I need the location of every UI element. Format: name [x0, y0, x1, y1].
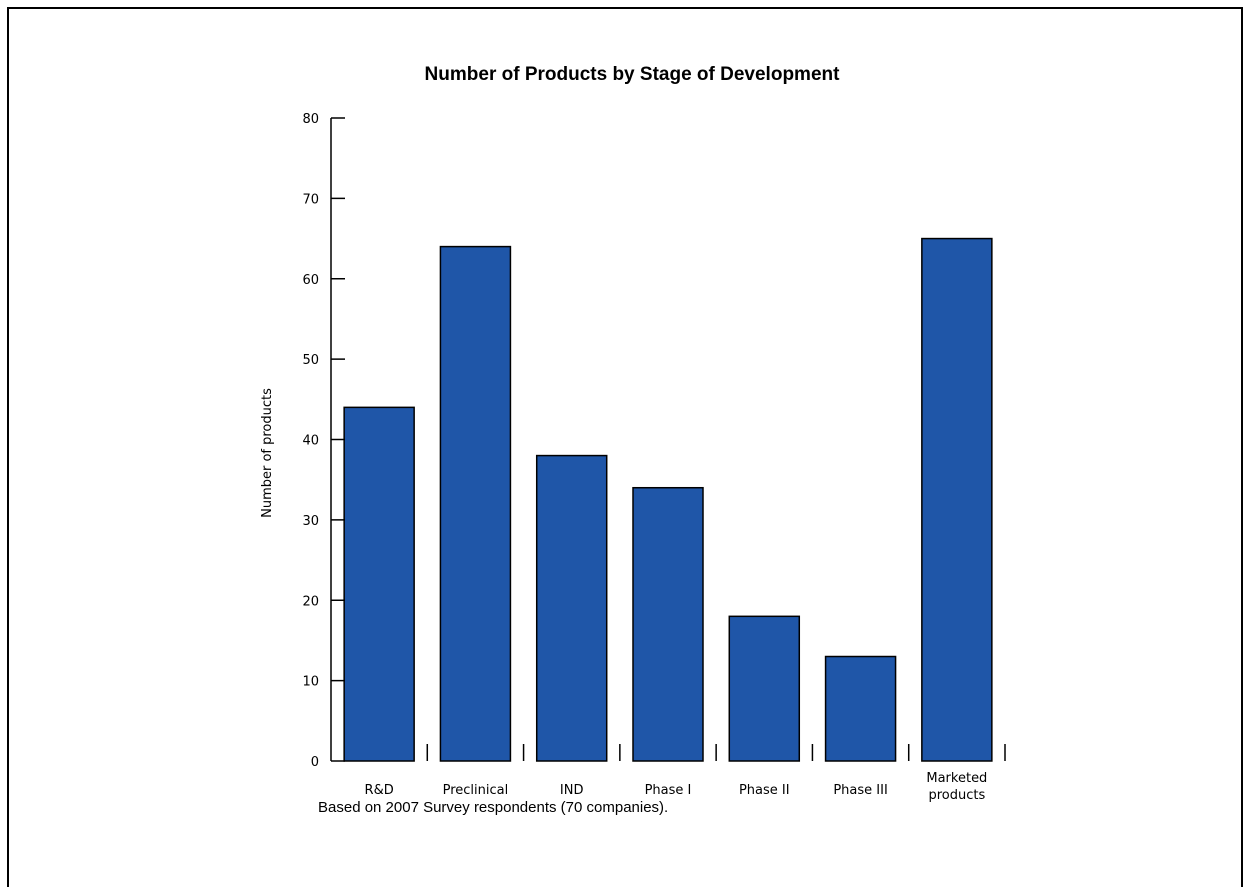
bar-marketed-products — [921, 237, 993, 762]
bar-r-d — [343, 406, 415, 762]
bar-preclinical — [439, 245, 512, 762]
x-category-label: R&D — [365, 783, 394, 798]
x-category-label: Marketed products — [926, 771, 987, 803]
y-tick-label: 80 — [302, 112, 319, 127]
y-tick-label: 10 — [302, 675, 319, 690]
x-category-label: Phase I — [645, 783, 692, 798]
bar-ind — [535, 454, 608, 762]
x-category-label-line: products — [928, 788, 985, 803]
x-category-label-line: Phase III — [833, 783, 887, 798]
bars-group — [343, 237, 993, 762]
x-category-label: IND — [560, 783, 584, 798]
y-tick-label: 50 — [302, 353, 319, 368]
x-category-label-line: R&D — [365, 783, 394, 798]
bar-phase-i — [632, 486, 704, 762]
y-axis: 0 10 20 30 40 50 60 70 80 — [302, 112, 345, 770]
x-category-label-line: Marketed — [926, 771, 987, 786]
bar-phase-ii — [728, 615, 801, 762]
y-tick-label: 30 — [302, 514, 319, 529]
x-category-label-line: Phase I — [645, 783, 692, 798]
x-axis: R&D Preclinical IND Phase I Phase II Phase II… — [365, 744, 1006, 803]
y-axis-label: Number of products — [260, 388, 275, 518]
x-category-label-line: Preclinical — [443, 783, 509, 798]
x-category-label: Phase III — [833, 783, 887, 798]
y-tick-label: 20 — [302, 594, 319, 609]
y-tick-label: 0 — [311, 755, 319, 770]
chart-frame — [7, 7, 1243, 887]
x-category-label: Preclinical — [443, 783, 509, 798]
y-tick-label: 70 — [302, 192, 319, 207]
x-category-label: Phase II — [739, 783, 790, 798]
chart-title: Number of Products by Stage of Developme… — [425, 64, 841, 85]
y-tick-label: 40 — [302, 434, 319, 449]
bar-phase-iii — [824, 655, 897, 762]
x-category-label-line: IND — [560, 783, 584, 798]
footnote: Based on 2007 Survey respondents (70 com… — [318, 799, 668, 816]
x-category-label-line: Phase II — [739, 783, 790, 798]
y-tick-label: 60 — [302, 273, 319, 288]
